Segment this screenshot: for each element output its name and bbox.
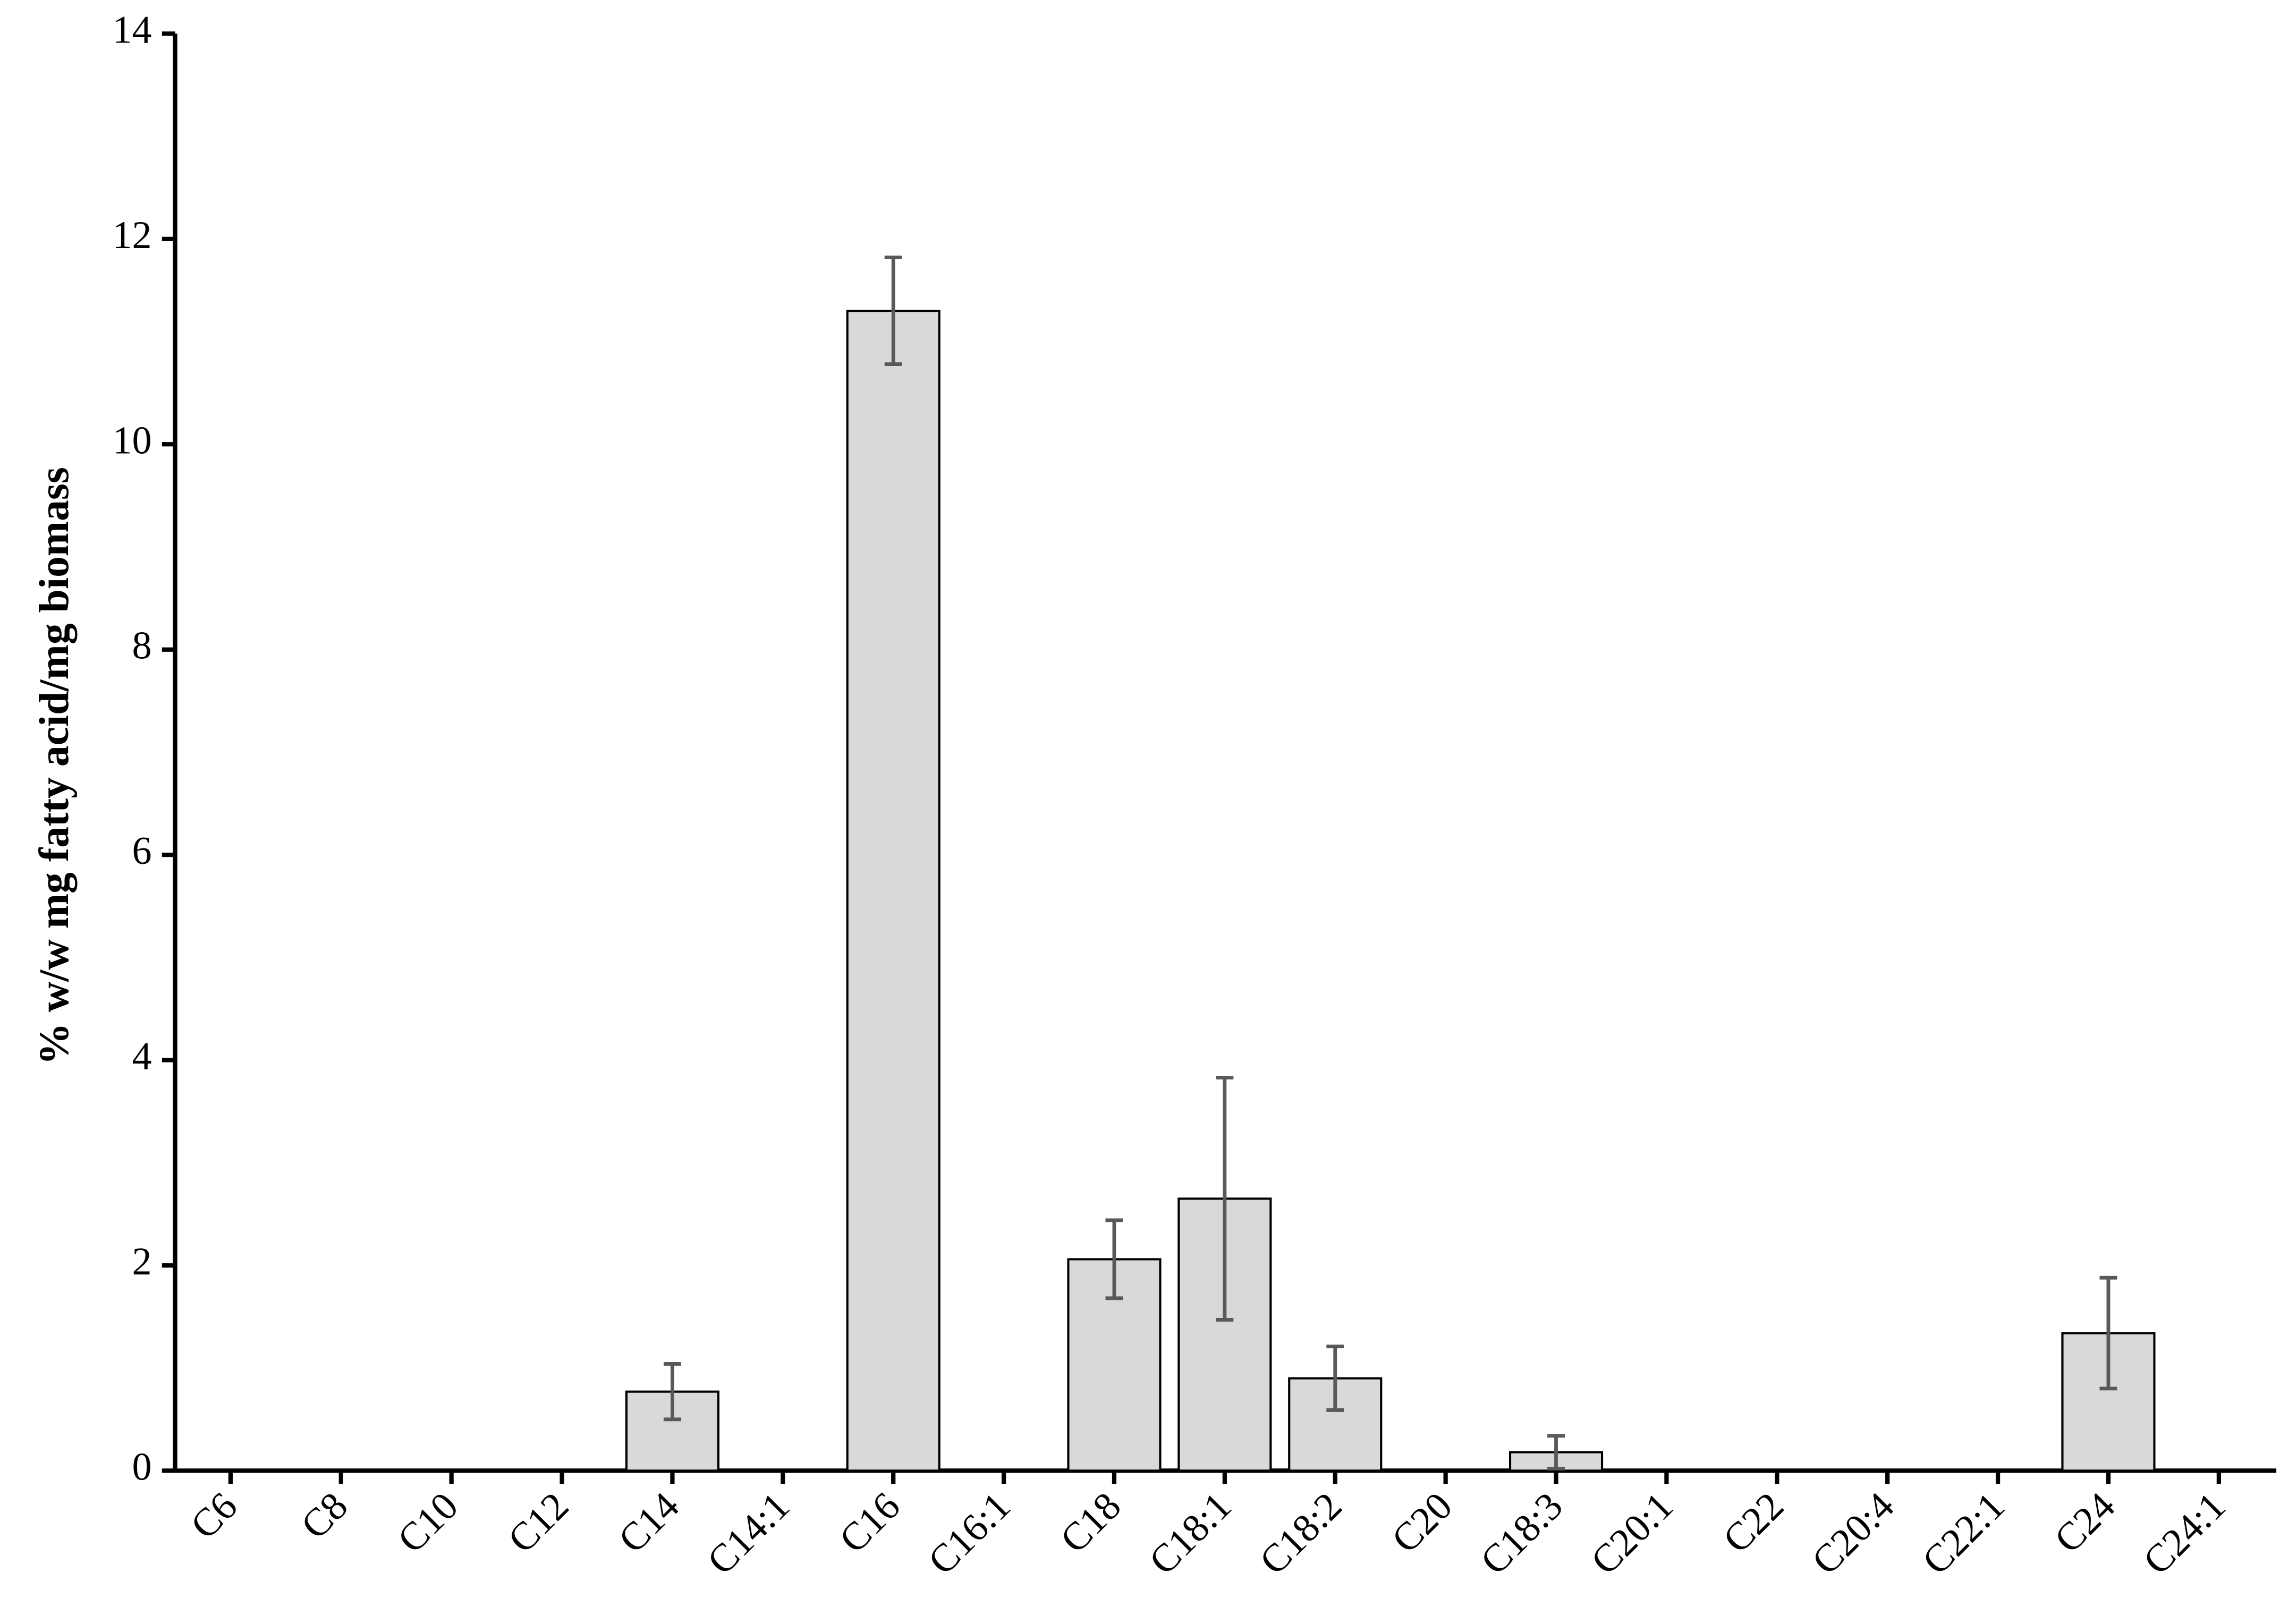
y-tick-label: 12 (112, 214, 151, 257)
x-tick-label: C22 (1715, 1484, 1792, 1561)
x-tick-label: C18 (1052, 1484, 1129, 1561)
y-tick-label: 10 (112, 419, 151, 462)
y-tick-label: 2 (132, 1240, 152, 1283)
bar (846, 310, 940, 1472)
x-tick-label: C6 (182, 1484, 245, 1548)
x-tick-label: C10 (389, 1484, 467, 1561)
x-tick-label: C24 (2046, 1484, 2123, 1561)
x-tick-label: C24:1 (2135, 1484, 2234, 1583)
x-tick-label: C16 (831, 1484, 908, 1561)
x-tick-label: C14:1 (699, 1484, 798, 1583)
x-tick-label: C20 (1384, 1484, 1461, 1561)
x-tick-label: C16:1 (920, 1484, 1019, 1583)
x-tick-label: C8 (293, 1484, 356, 1548)
y-tick-label: 8 (132, 624, 152, 668)
y-tick-label: 0 (132, 1445, 152, 1489)
x-tick-label: C18:1 (1141, 1484, 1240, 1583)
y-tick-label: 6 (132, 829, 152, 873)
x-tick-label: C22:1 (1914, 1484, 2013, 1583)
y-tick-label: 14 (112, 8, 151, 52)
x-tick-label: C18:3 (1472, 1484, 1571, 1583)
y-tick-label: 4 (132, 1035, 152, 1078)
bar (1288, 1377, 1383, 1472)
x-tick-label: C20:1 (1583, 1484, 1682, 1583)
y-axis-label: % w/w mg fatty acid/mg biomass (31, 467, 78, 1065)
x-tick-label: C20:4 (1804, 1484, 1903, 1583)
x-tick-label: C12 (500, 1484, 577, 1561)
x-tick-label: C18:2 (1251, 1484, 1350, 1583)
x-tick-label: C14 (611, 1484, 688, 1561)
